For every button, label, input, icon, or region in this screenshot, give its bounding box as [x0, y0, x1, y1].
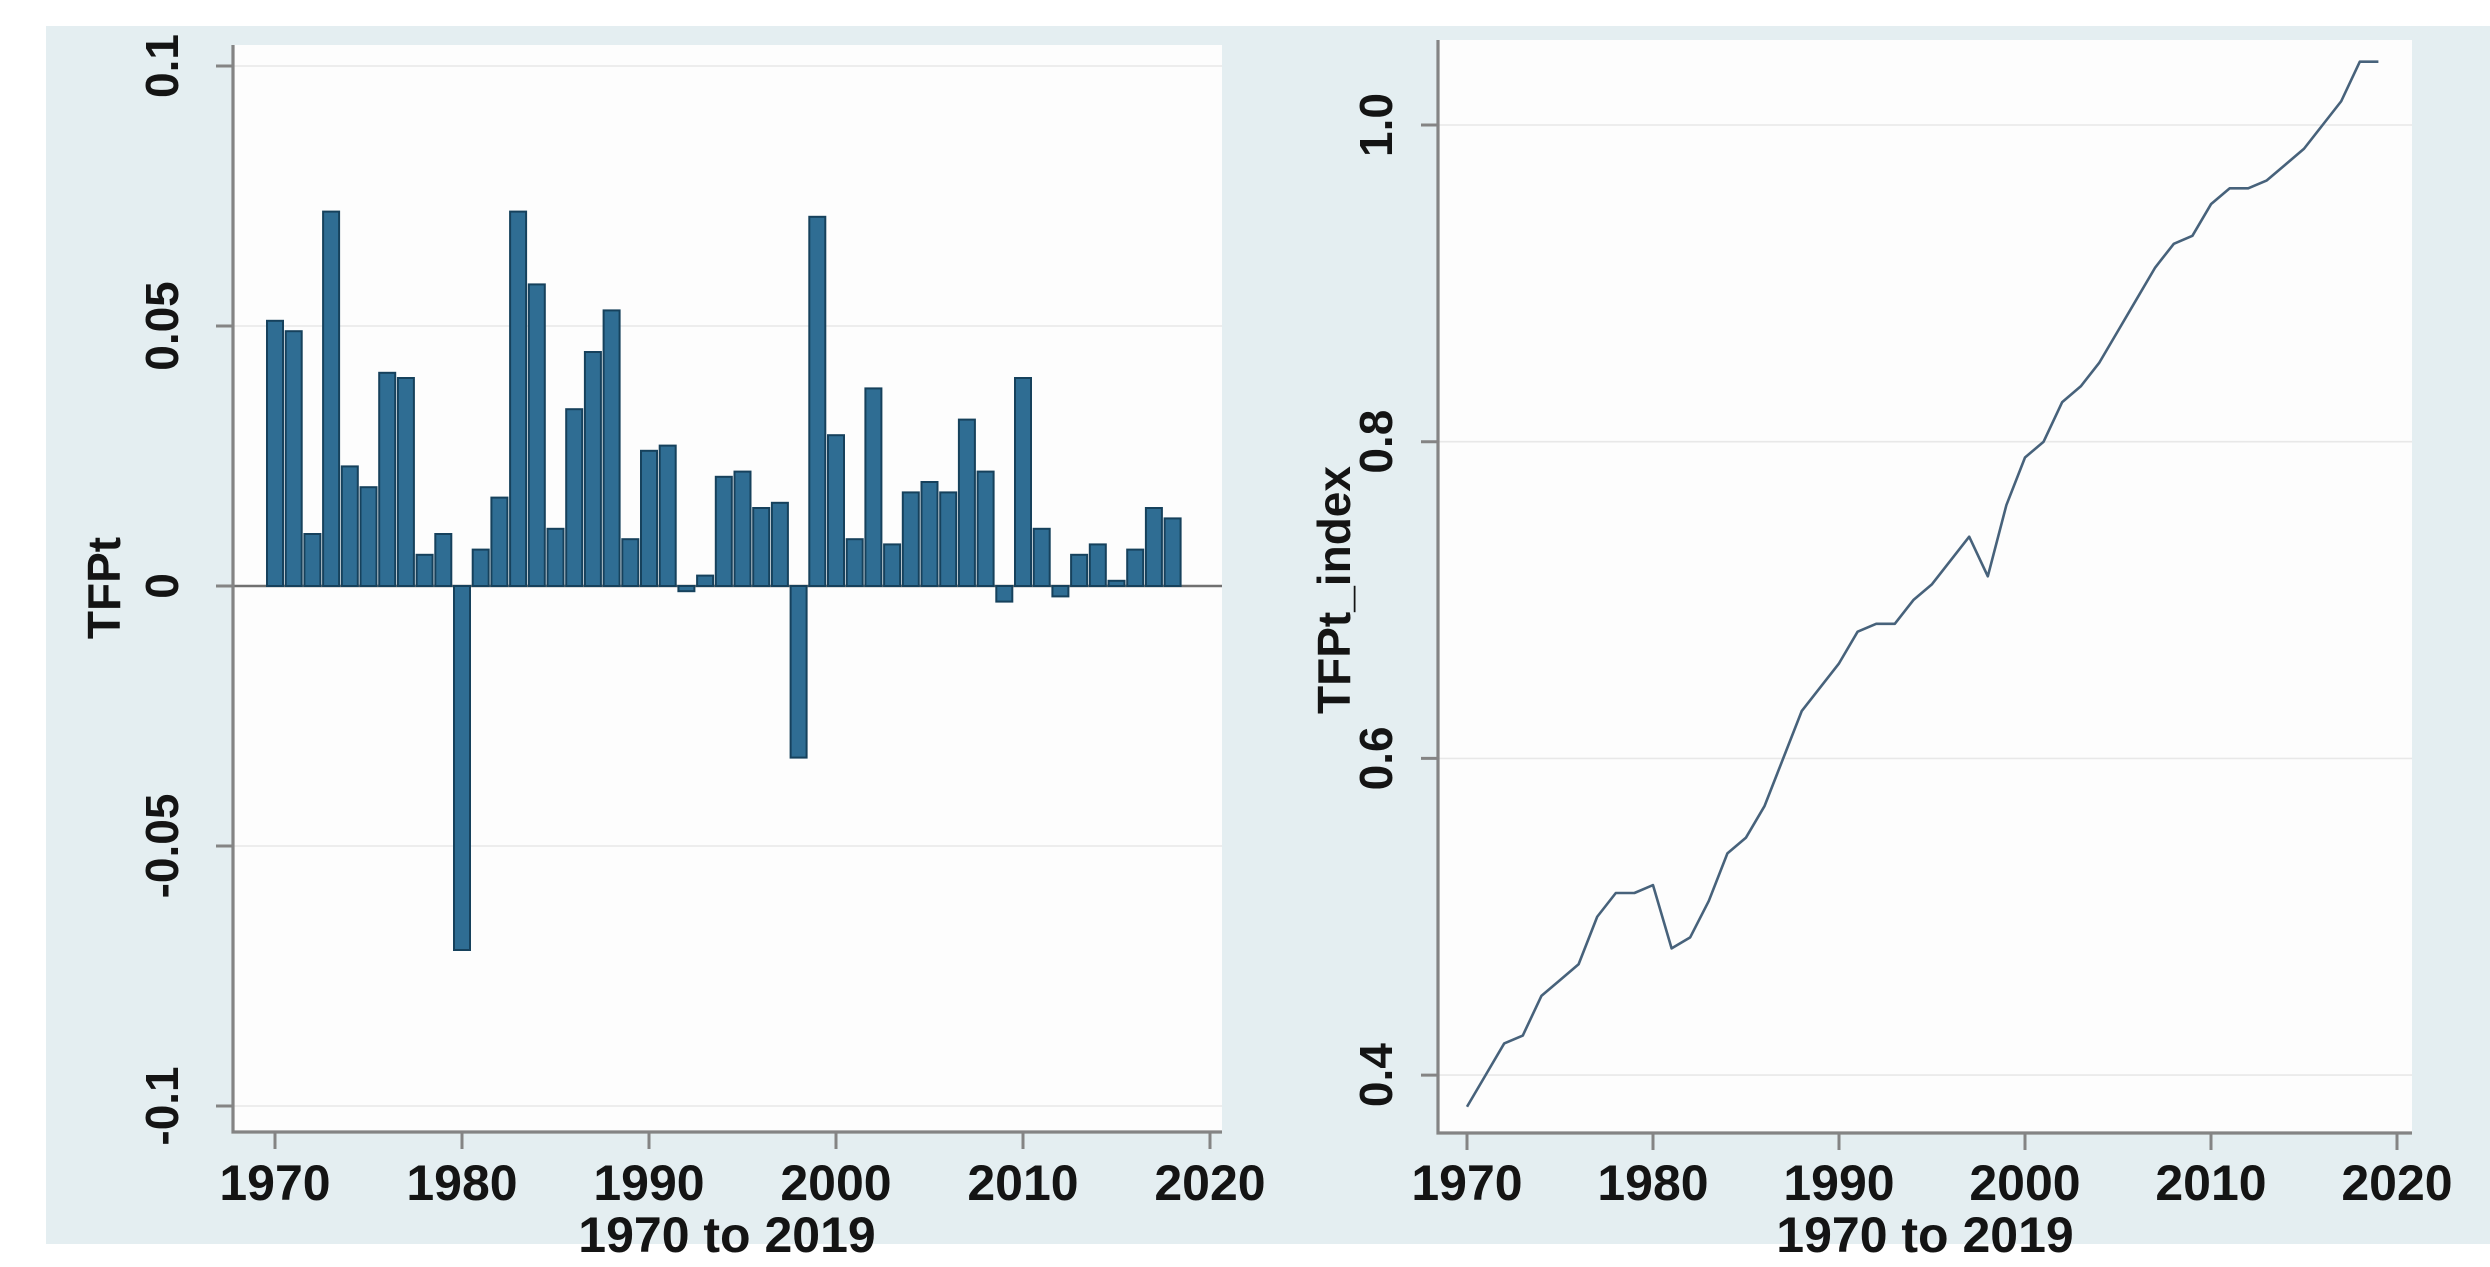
plot-area	[233, 45, 1222, 1132]
bar	[752, 507, 771, 587]
tfpt-bar-chart: 0.1 0.05 0 -0.05 -0.1 1970 1980 1990 2000 2010 202…	[136, 34, 1266, 1211]
y-tick-label: 0.05	[136, 281, 188, 371]
bar	[565, 408, 584, 588]
bar	[1107, 579, 1126, 587]
bar	[266, 319, 284, 587]
bar	[303, 533, 322, 587]
bar	[434, 533, 453, 587]
bar	[527, 283, 546, 587]
y-tick-label: 0	[136, 573, 188, 599]
bar	[453, 585, 471, 951]
bar	[396, 377, 415, 587]
left-y-axis-title: TFPt	[78, 537, 130, 639]
bar	[827, 434, 845, 588]
y-tick-label: -0.1	[136, 1066, 188, 1145]
bar	[378, 371, 397, 587]
bar	[640, 449, 658, 587]
bar	[1051, 585, 1070, 598]
bar	[770, 501, 789, 587]
y-tick-label: 0.1	[136, 34, 188, 98]
bar	[845, 538, 864, 588]
x-tick-label: 1990	[1783, 1155, 1894, 1211]
bar	[471, 548, 490, 587]
bar	[677, 585, 696, 593]
bar	[322, 210, 341, 587]
bar	[789, 585, 808, 759]
bar	[883, 543, 902, 588]
index-line	[1465, 60, 2379, 1108]
bar	[509, 210, 528, 587]
bar	[490, 496, 509, 588]
bar	[1014, 377, 1032, 587]
bar	[658, 444, 677, 587]
x-tick-label: 2010	[967, 1155, 1078, 1211]
x-tick-label: 2000	[780, 1155, 891, 1211]
x-tick-label: 1970	[1411, 1155, 1522, 1211]
x-ticks: 1970 1980 1990 2000 2010 2020	[1411, 1133, 2453, 1211]
y-ticks: 1.0 0.8 0.6 0.4	[1350, 93, 1438, 1107]
bar	[920, 481, 939, 587]
y-tick-label: 0.6	[1350, 726, 1402, 790]
bar	[1126, 548, 1145, 587]
right-y-axis-title: TFPt_index	[1308, 466, 1360, 714]
bar	[733, 470, 752, 588]
bar	[901, 491, 920, 587]
gridlines	[1438, 124, 2412, 1076]
right-x-axis-title: 1970 to 2019	[1776, 1207, 2073, 1263]
y-tick-label: -0.05	[136, 794, 188, 899]
bar	[957, 418, 976, 587]
axis-lines	[1436, 40, 2412, 1135]
bar	[1032, 527, 1051, 587]
bar	[808, 215, 827, 588]
bar	[1163, 517, 1182, 588]
bar	[415, 553, 434, 587]
axis-lines	[231, 45, 1222, 1134]
x-tick-label: 2010	[2155, 1155, 2266, 1211]
bar	[696, 574, 715, 587]
bar	[1070, 553, 1089, 587]
bar	[976, 470, 995, 588]
x-tick-label: 1990	[593, 1155, 704, 1211]
x-ticks: 1970 1980 1990 2000 2010 2020	[219, 1132, 1266, 1211]
x-tick-label: 1970	[219, 1155, 330, 1211]
bar	[714, 475, 733, 587]
bar	[1088, 543, 1107, 588]
bar	[602, 309, 621, 587]
bar	[546, 527, 565, 587]
y-tick-label: 0.8	[1350, 410, 1402, 474]
bar	[995, 585, 1014, 603]
bar	[359, 486, 378, 588]
x-tick-label: 2020	[2341, 1155, 2452, 1211]
x-tick-label: 2020	[1154, 1155, 1265, 1211]
bar	[340, 465, 359, 587]
bar-series	[266, 210, 1182, 951]
x-tick-label: 1980	[1597, 1155, 1708, 1211]
y-tick-label: 0.4	[1350, 1043, 1402, 1107]
x-tick-label: 1980	[406, 1155, 517, 1211]
bar	[1144, 507, 1163, 587]
y-ticks: 0.1 0.05 0 -0.05 -0.1	[136, 34, 233, 1146]
bar	[864, 387, 883, 587]
bar	[621, 538, 640, 588]
x-tick-label: 2000	[1969, 1155, 2080, 1211]
left-x-axis-title: 1970 to 2019	[578, 1207, 875, 1263]
plot-area	[1438, 40, 2412, 1133]
bar	[284, 330, 303, 588]
bar	[583, 351, 602, 587]
bar	[939, 491, 958, 587]
y-tick-label: 1.0	[1350, 93, 1402, 157]
